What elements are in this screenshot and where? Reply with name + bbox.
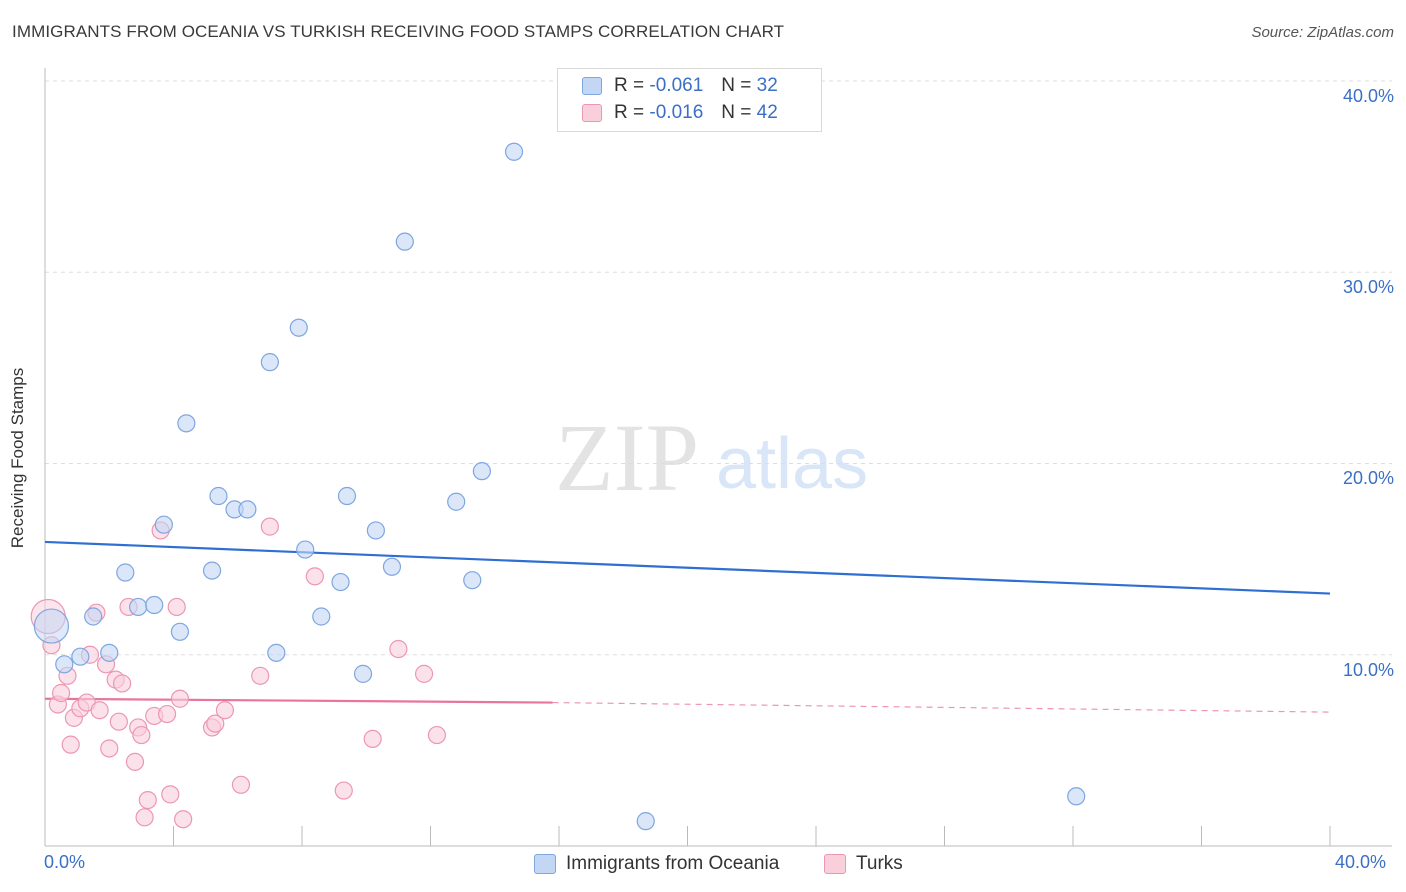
y-axis-label: Receiving Food Stamps <box>8 367 27 549</box>
data-point-oceania <box>177 414 196 433</box>
data-point-oceania <box>463 571 482 590</box>
data-point-oceania <box>71 647 90 666</box>
r-value: -0.061 <box>649 75 704 96</box>
data-point-oceania <box>1067 787 1086 806</box>
data-point-oceania <box>331 572 350 592</box>
data-point-oceania <box>260 353 279 372</box>
data-point-turks <box>51 683 71 703</box>
stats-row-turks: R = -0.016 N = 42 <box>582 101 778 125</box>
x-tick-label-min: 0.0% <box>44 852 86 872</box>
data-point-oceania <box>33 608 70 644</box>
turks-swatch <box>582 104 602 122</box>
data-point-turks <box>206 714 225 733</box>
data-point-oceania <box>447 492 466 511</box>
legend-label-turks: Turks <box>856 853 903 874</box>
data-point-turks <box>125 752 145 771</box>
source-credit: Source: ZipAtlas.com <box>1251 24 1394 41</box>
stats-row-oceania: R = -0.061 N = 32 <box>582 74 778 98</box>
legend-label-oceania: Immigrants from Oceania <box>566 853 780 874</box>
data-point-turks <box>100 739 119 758</box>
data-point-turks <box>112 674 132 693</box>
data-point-oceania <box>296 540 315 559</box>
y-tick-label-30: 30.0% <box>1342 277 1394 297</box>
data-point-turks <box>138 790 157 810</box>
data-point-turks <box>90 701 109 720</box>
n-label: N = <box>721 75 752 96</box>
legend-item-oceania[interactable]: Immigrants from Oceania <box>534 852 779 876</box>
trend-line-turks <box>44 697 553 704</box>
legend-swatch-turks <box>824 854 846 874</box>
data-point-turks <box>251 666 270 685</box>
legend-swatch-oceania <box>534 854 556 874</box>
data-point-oceania <box>472 462 491 481</box>
data-point-turks <box>135 808 154 827</box>
data-point-oceania <box>353 664 373 683</box>
data-point-oceania <box>395 232 414 251</box>
data-point-turks <box>260 517 279 536</box>
oceania-swatch <box>582 77 602 95</box>
data-point-turks <box>414 664 434 683</box>
data-point-oceania <box>84 607 103 626</box>
data-point-turks <box>363 729 382 749</box>
data-point-oceania <box>636 812 655 831</box>
legend-item-turks[interactable]: Turks <box>824 852 903 876</box>
data-point-oceania <box>100 643 119 662</box>
data-point-turks <box>305 567 324 586</box>
data-point-oceania <box>382 557 402 576</box>
data-point-oceania <box>202 561 222 580</box>
data-point-turks <box>167 597 186 617</box>
data-point-oceania <box>116 563 135 582</box>
data-point-turks <box>157 704 177 724</box>
data-point-turks <box>174 810 193 829</box>
r-label: R = <box>614 75 645 96</box>
data-point-oceania <box>267 643 286 662</box>
r-value: -0.016 <box>649 102 704 123</box>
data-point-oceania <box>504 142 524 161</box>
trend-line-turks-extrapolated <box>552 701 1331 713</box>
data-point-turks <box>215 701 234 720</box>
data-point-oceania <box>154 515 173 534</box>
data-point-oceania <box>170 622 190 641</box>
n-value: 32 <box>756 75 778 96</box>
data-point-oceania <box>289 318 308 337</box>
y-tick-label-40: 40.0% <box>1342 86 1394 106</box>
n-value: 42 <box>756 102 778 123</box>
data-point-oceania <box>129 597 148 617</box>
y-tick-label-10: 10.0% <box>1342 660 1394 680</box>
y-tick-label-20: 20.0% <box>1342 468 1394 488</box>
data-point-turks <box>389 639 408 659</box>
data-point-oceania <box>209 486 228 506</box>
chart-title: IMMIGRANTS FROM OCEANIA VS TURKISH RECEI… <box>12 22 785 41</box>
correlation-stats-box: R = -0.061 N = 32 R = -0.016 N = 42 <box>557 68 822 132</box>
n-label: N = <box>721 102 752 123</box>
data-point-turks <box>132 725 151 745</box>
r-label: R = <box>614 102 645 123</box>
data-point-oceania <box>366 521 385 540</box>
data-point-oceania <box>55 655 74 674</box>
data-point-oceania <box>337 486 357 506</box>
data-point-turks <box>334 781 353 800</box>
data-point-turks <box>61 735 80 754</box>
watermark-zip: ZIP <box>555 404 699 511</box>
data-point-turks <box>161 785 180 804</box>
data-point-turks <box>170 689 190 708</box>
trend-line-oceania <box>44 540 1331 595</box>
data-point-turks <box>109 712 128 731</box>
data-point-oceania <box>312 607 331 626</box>
x-tick-label-max: 40.0% <box>1335 852 1387 872</box>
data-point-turks <box>427 725 447 745</box>
data-point-turks <box>231 775 251 794</box>
data-point-oceania <box>238 500 257 519</box>
data-point-oceania <box>145 595 164 615</box>
